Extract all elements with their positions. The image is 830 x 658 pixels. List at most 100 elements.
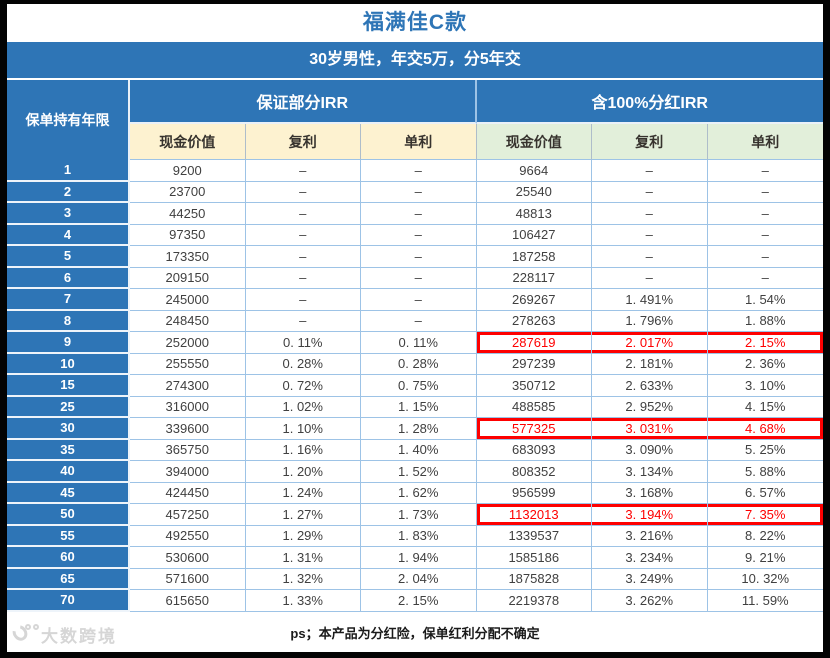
value-cell: 4. 68%	[707, 418, 823, 440]
value-cell: 0. 75%	[361, 375, 477, 397]
value-cell: 106427	[476, 224, 592, 246]
value-cell: 1339537	[476, 525, 592, 547]
value-cell: 1. 54%	[707, 289, 823, 311]
value-cell: 274300	[130, 375, 246, 397]
value-cell: 3. 194%	[592, 504, 708, 526]
value-cell: 956599	[476, 482, 592, 504]
table-row: 30 339600 1. 10% 1. 28% 577325 3. 031% 4. 68%	[7, 418, 823, 440]
table-row: 15 274300 0. 72% 0. 75% 350712 2. 633% 3. 10%	[7, 375, 823, 397]
value-cell: –	[707, 160, 823, 182]
value-cell: –	[592, 267, 708, 289]
value-cell: 278263	[476, 310, 592, 332]
value-cell: 5. 25%	[707, 439, 823, 461]
year-cell: 8	[7, 310, 130, 332]
value-cell: 245000	[130, 289, 246, 311]
value-cell: 3. 090%	[592, 439, 708, 461]
value-cell: 187258	[476, 246, 592, 268]
value-cell: 1. 73%	[361, 504, 477, 526]
value-cell: –	[707, 181, 823, 203]
value-cell: 3. 216%	[592, 525, 708, 547]
table-row: 5 173350– –187258– –	[7, 246, 823, 268]
value-cell: 1. 62%	[361, 482, 477, 504]
table-row: 55 492550 1. 29% 1. 83% 1339537 3. 216% 8. 22%	[7, 525, 823, 547]
value-cell: 1. 28%	[361, 418, 477, 440]
value-cell: 1. 94%	[361, 547, 477, 569]
value-cell: 615650	[130, 590, 246, 612]
value-cell: –	[707, 246, 823, 268]
value-cell: 1. 29%	[245, 525, 361, 547]
year-cell: 6	[7, 267, 130, 289]
value-cell: 2. 15%	[707, 332, 823, 354]
row-header-policy-years: 保单持有年限	[7, 80, 130, 160]
value-cell: –	[361, 310, 477, 332]
value-cell: 1585186	[476, 547, 592, 569]
table-row: 40 394000 1. 20% 1. 52% 808352 3. 134% 5. 88%	[7, 461, 823, 483]
value-cell: 316000	[130, 396, 246, 418]
table-row: 65 571600 1. 32% 2. 04% 1875828 3. 249% 10. 32…	[7, 568, 823, 590]
value-cell: –	[592, 224, 708, 246]
table-row: 6 209150– –228117– –	[7, 267, 823, 289]
table-row: 7 245000– –269267 1. 491% 1. 54%	[7, 289, 823, 311]
value-cell: 1. 33%	[245, 590, 361, 612]
table-row: 1 9200– –9664– –	[7, 160, 823, 182]
year-cell: 7	[7, 289, 130, 311]
value-cell: 209150	[130, 267, 246, 289]
value-cell: 1. 15%	[361, 396, 477, 418]
table-row: 8 248450– –278263 1. 796% 1. 88%	[7, 310, 823, 332]
year-cell: 40	[7, 461, 130, 483]
table-row: 9 252000 0. 11% 0. 11% 287619 2. 017% 2. 15%	[7, 332, 823, 354]
table-row: 4 97350– –106427– –	[7, 224, 823, 246]
value-cell: 1. 20%	[245, 461, 361, 483]
value-cell: 488585	[476, 396, 592, 418]
table-row: 3 44250– –48813– –	[7, 203, 823, 225]
value-cell: 350712	[476, 375, 592, 397]
value-cell: –	[245, 246, 361, 268]
value-cell: 9664	[476, 160, 592, 182]
value-cell: –	[361, 224, 477, 246]
value-cell: 2219378	[476, 590, 592, 612]
value-cell: 48813	[476, 203, 592, 225]
value-cell: 1. 52%	[361, 461, 477, 483]
value-cell: –	[245, 289, 361, 311]
value-cell: 3. 10%	[707, 375, 823, 397]
col-header-compound-dividend: 复利	[592, 124, 708, 160]
value-cell: –	[245, 267, 361, 289]
value-cell: 1. 491%	[592, 289, 708, 311]
value-cell: 492550	[130, 525, 246, 547]
value-cell: 457250	[130, 504, 246, 526]
group-header-dividend-irr: 含100%分红IRR	[476, 80, 823, 124]
year-cell: 10	[7, 353, 130, 375]
value-cell: –	[245, 310, 361, 332]
value-cell: 23700	[130, 181, 246, 203]
page-title: 福满佳C款	[7, 4, 823, 42]
value-cell: 394000	[130, 461, 246, 483]
footer-note: ps；本产品为分红险，保单红利分配不确定	[290, 625, 540, 641]
year-cell: 5	[7, 246, 130, 268]
value-cell: 2. 633%	[592, 375, 708, 397]
value-cell: 287619	[476, 332, 592, 354]
value-cell: 5. 88%	[707, 461, 823, 483]
table-row: 2 23700– –25540– –	[7, 181, 823, 203]
value-cell: 808352	[476, 461, 592, 483]
table-row: 50 457250 1. 27% 1. 73% 1132013 3. 194% 7. 35%	[7, 504, 823, 526]
value-cell: 255550	[130, 353, 246, 375]
value-cell: 0. 11%	[361, 332, 477, 354]
value-cell: 1. 83%	[361, 525, 477, 547]
value-cell: –	[592, 203, 708, 225]
value-cell: 1. 10%	[245, 418, 361, 440]
col-header-cash-value-dividend: 现金价值	[476, 124, 592, 160]
value-cell: –	[245, 160, 361, 182]
value-cell: 424450	[130, 482, 246, 504]
value-cell: 1. 88%	[707, 310, 823, 332]
value-cell: 8. 22%	[707, 525, 823, 547]
value-cell: 0. 72%	[245, 375, 361, 397]
year-cell: 15	[7, 375, 130, 397]
value-cell: 2. 04%	[361, 568, 477, 590]
value-cell: 1. 02%	[245, 396, 361, 418]
value-cell: 228117	[476, 267, 592, 289]
year-cell: 25	[7, 396, 130, 418]
col-header-simple-dividend: 单利	[707, 124, 823, 160]
value-cell: 4. 15%	[707, 396, 823, 418]
year-cell: 45	[7, 482, 130, 504]
